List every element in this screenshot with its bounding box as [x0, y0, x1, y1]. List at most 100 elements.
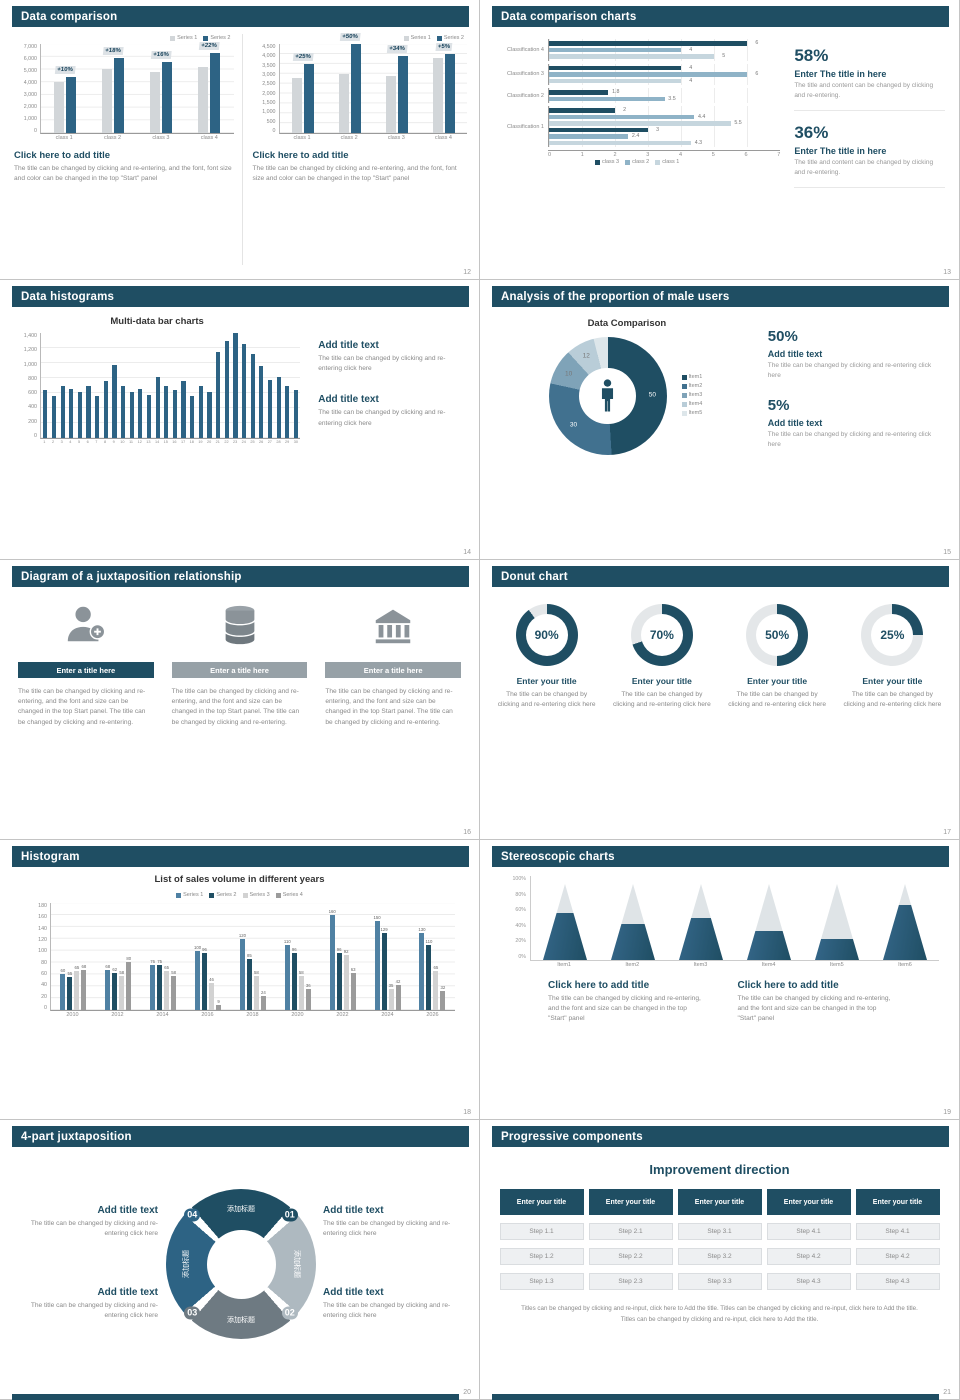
bar: [171, 975, 177, 1010]
step-cell[interactable]: Step 2.3: [588, 1273, 673, 1290]
legend-item: Item1: [681, 374, 702, 380]
value-label: 62: [112, 967, 118, 973]
column-header[interactable]: Enter your title: [677, 1189, 762, 1215]
stat-title: Add title text: [767, 349, 823, 359]
text-block: Add title text The title can be changed …: [318, 394, 465, 428]
horizontal-bar-chart: Classification 4 6 4 5 Classification 3 4 6 4 Cl…: [494, 39, 781, 158]
slide-header-bar: Analysis of the proportion of male users: [492, 286, 949, 307]
column-header[interactable]: Enter your title: [588, 1189, 673, 1215]
caption-title: Add title text: [318, 340, 379, 351]
caption-title: Add title text: [323, 1205, 384, 1216]
bar: [112, 364, 117, 438]
step-cell[interactable]: Step 4.1: [855, 1223, 940, 1240]
caption-body: The title can be changed by clicking and…: [318, 355, 446, 373]
slide-header-bar: Progressive components: [492, 1126, 949, 1147]
legend-item: Item3: [681, 392, 702, 398]
slide-17-donut-chart[interactable]: Donut chart 90% Enter your title The tit…: [480, 560, 960, 840]
chart-panel: Classification 4 6 4 5 Classification 3 4 6 4 Cl…: [494, 36, 781, 265]
chart-title: Data Comparison: [587, 318, 667, 329]
category-label: Classification 1: [507, 123, 544, 130]
step-cell[interactable]: Step 4.3: [855, 1273, 940, 1290]
item-title-bar: Enter a title here: [171, 662, 308, 678]
step-cell[interactable]: Step 4.2: [766, 1248, 851, 1265]
legend-item: class 1: [655, 159, 679, 165]
column-header[interactable]: Enter your title: [855, 1189, 940, 1215]
caption-title: Add title text: [323, 1287, 384, 1298]
donut-body: The title can be changed by clicking and…: [728, 691, 827, 709]
growth-badge: +18%: [103, 47, 124, 55]
bar: [74, 971, 80, 1010]
step-cell[interactable]: Step 4.3: [766, 1273, 851, 1290]
stat-title: Enter The title in here: [794, 146, 887, 157]
column-header[interactable]: Enter your title: [499, 1189, 584, 1215]
step-cell[interactable]: Step 3.3: [677, 1273, 762, 1290]
part-number: 02: [281, 1306, 298, 1320]
stats-panel: 50% Add title text The title can be chan…: [760, 328, 945, 455]
caption-title: Add title text: [318, 394, 379, 406]
slide-body: Enter a title here The title can be chan…: [18, 602, 462, 728]
slide-16-juxtaposition-diagram[interactable]: Diagram of a juxtaposition relationship …: [0, 560, 480, 840]
bar: [43, 390, 48, 438]
step-cell[interactable]: Step 4.1: [766, 1223, 851, 1240]
step-cell[interactable]: Step 1.3: [499, 1273, 584, 1290]
bar: [198, 66, 209, 133]
value-label: 58: [119, 969, 125, 975]
step-cell[interactable]: Step 2.2: [588, 1248, 673, 1265]
growth-badge: +16%: [151, 50, 172, 59]
bar: [138, 388, 143, 438]
bar: [120, 385, 126, 438]
slide-19-stereoscopic-charts[interactable]: Stereoscopic charts 100% 80% 60% 40% 20% 0% It…: [480, 840, 960, 1120]
step-cell[interactable]: Step 3.1: [677, 1223, 762, 1240]
slide-14-data-histograms[interactable]: Data histograms Multi-data bar charts 1,…: [0, 280, 480, 560]
bar: [298, 975, 304, 1010]
steps-column: Enter your title Step 4.1 Step 4.2 Step 4.3: [855, 1189, 940, 1290]
cone: [679, 884, 723, 960]
bar: [210, 52, 221, 133]
value-label: 1.8: [612, 89, 620, 95]
donut-gauge: 25%: [861, 604, 924, 666]
category-label: Item3: [693, 962, 708, 968]
donut-title: Enter your title: [516, 676, 577, 686]
value-label: 68: [81, 963, 87, 969]
value-label: 120: [238, 932, 247, 938]
bar: [350, 44, 361, 133]
bar: [241, 344, 247, 438]
stat-block: 50% Add title text The title can be chan…: [768, 328, 945, 381]
bar: [54, 82, 65, 133]
caption-title: Add title text: [97, 1287, 158, 1298]
value-label: 4: [689, 64, 693, 71]
step-cell[interactable]: Step 3.2: [677, 1248, 762, 1265]
value-label: 65: [433, 965, 439, 971]
value-label: 55: [67, 971, 73, 977]
step-cell[interactable]: Step 4.2: [855, 1248, 940, 1265]
bar: [209, 982, 215, 1010]
bar: [259, 366, 264, 438]
step-cell[interactable]: Step 2.1: [588, 1223, 673, 1240]
step-cell[interactable]: Step 1.1: [499, 1223, 584, 1240]
slide-title: Data comparison charts: [501, 10, 637, 23]
bar: [172, 390, 178, 438]
caption-title: Click here to add title: [14, 150, 111, 161]
slide-21-progressive-components[interactable]: Progressive components Improvement direc…: [480, 1120, 960, 1400]
column-header[interactable]: Enter your title: [766, 1189, 851, 1215]
value-label: 42: [395, 979, 401, 985]
slide-15-male-users-proportion[interactable]: Analysis of the proportion of male users…: [480, 280, 960, 560]
text-block: Add title text The title can be changed …: [323, 1287, 473, 1321]
value-label: 60: [60, 968, 66, 974]
slide-18-histogram[interactable]: Histogram List of sales volume in differ…: [0, 840, 480, 1120]
stat-percent: 50%: [767, 328, 798, 345]
chart-panel: Data Comparison 50 30 10 12 Item1 Item2 Item3…: [494, 316, 760, 455]
bar: [426, 944, 432, 1010]
slide-12-data-comparison[interactable]: Data comparison Series 1 Series 2 7,000 6,…: [0, 0, 480, 280]
legend-item: class 2: [625, 159, 649, 165]
page-number: 19: [943, 1109, 951, 1116]
item-title-bar: Enter a title here: [325, 662, 462, 678]
footer-note: Titles can be changed by clicking and re…: [521, 1305, 918, 1323]
slide-20-four-part-juxtaposition[interactable]: 4-part juxtaposition 01 02 03 04 添加标题 添加标题 添加标…: [0, 1120, 480, 1400]
step-cell[interactable]: Step 1.2: [499, 1248, 584, 1265]
item-body: The title can be changed by clicking and…: [325, 688, 453, 726]
slide-13-data-comparison-charts[interactable]: Data comparison charts Classification 4 6…: [480, 0, 960, 280]
bar: [293, 390, 298, 438]
bar: [112, 973, 118, 1010]
text-block: Add title text The title can be changed …: [318, 340, 465, 374]
